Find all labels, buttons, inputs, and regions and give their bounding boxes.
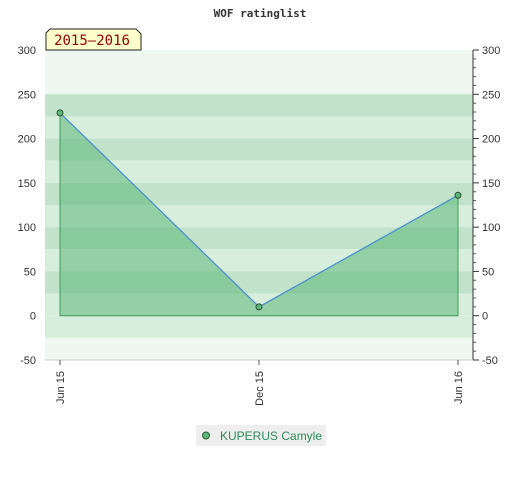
plot-band [45, 138, 473, 161]
y-tick-label-left: 100 [18, 222, 36, 234]
y-tick-label-right: -50 [482, 355, 498, 367]
y-tick-label-right: 300 [482, 45, 500, 57]
y-tick-label-right: 150 [482, 178, 500, 190]
chart-title: WOF ratinglist [214, 7, 307, 20]
y-tick-label-right: 250 [482, 89, 500, 101]
legend-bg [196, 425, 326, 446]
season-badge: 2015–2016 [45, 28, 142, 51]
plot-band [45, 160, 473, 183]
plot-band [45, 50, 473, 73]
plot-band [45, 315, 473, 338]
y-tick-label-left: 0 [30, 311, 36, 323]
plot-band [45, 182, 473, 205]
plot-band [45, 72, 473, 95]
legend[interactable]: KUPERUS Camyle [196, 425, 326, 446]
x-axis: Jun 15 Dec 15 Jun 16 [45, 359, 473, 406]
x-tick-label: Jun 15 [55, 371, 67, 404]
y-tick-label-left: -50 [20, 355, 36, 367]
y-tick-label-right: 50 [482, 266, 494, 278]
y-tick-label-right: 100 [482, 222, 500, 234]
y-tick-label-left: 200 [18, 134, 36, 146]
plot-band [45, 116, 473, 139]
y-tick-label-left: 300 [18, 45, 36, 57]
data-point[interactable] [454, 191, 462, 199]
legend-item-label: KUPERUS Camyle [220, 429, 322, 443]
plot-band [45, 94, 473, 117]
season-label: 2015–2016 [54, 33, 130, 49]
y-tick-label-left: 50 [24, 266, 36, 278]
data-point[interactable] [56, 109, 64, 117]
y-axis-right: -50 0 50 100 150 200 250 300 [472, 45, 500, 367]
y-tick-label-left: 150 [18, 178, 36, 190]
y-axis-left: -50 0 50 100 150 200 250 300 [18, 45, 36, 367]
data-point[interactable] [255, 303, 263, 311]
points-layer [56, 109, 462, 311]
y-tick-label-right: 200 [482, 134, 500, 146]
season-badge-bg [45, 28, 142, 51]
y-tick-label-left: 250 [18, 89, 36, 101]
x-tick-label: Dec 15 [254, 371, 266, 406]
plot-band [45, 337, 473, 360]
x-tick-label: Jun 16 [453, 371, 465, 404]
y-tick-label-right: 0 [482, 311, 488, 323]
legend-marker [202, 431, 210, 440]
